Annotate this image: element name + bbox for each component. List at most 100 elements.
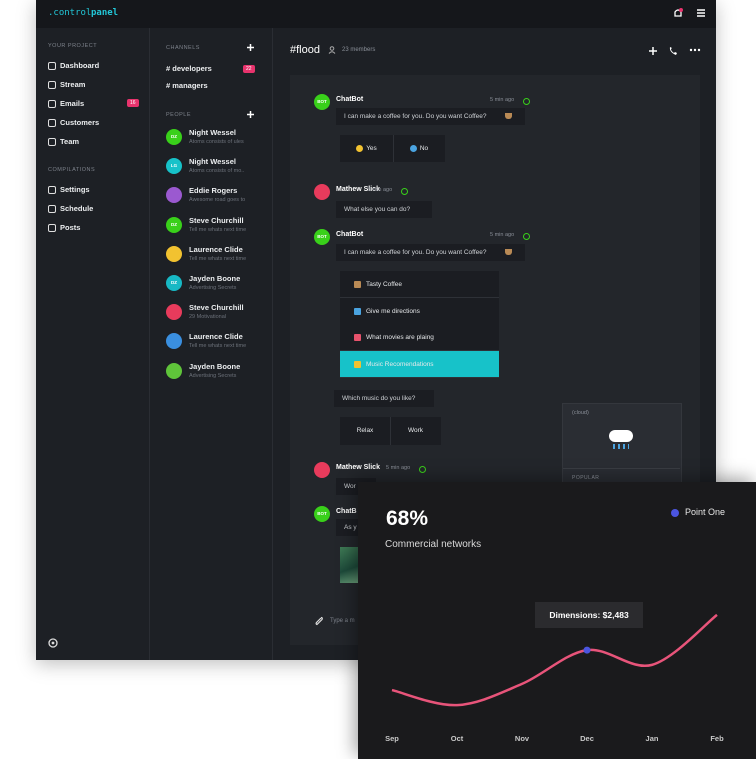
member-count: 23 members: [342, 47, 376, 53]
option[interactable]: [340, 271, 499, 298]
notification-icon[interactable]: [672, 7, 684, 19]
button-label: No: [419, 144, 429, 152]
avatar: [166, 187, 182, 204]
person-message: Awesome road goes to: [189, 197, 246, 204]
nav-item[interactable]: Settings: [60, 185, 90, 194]
check-icon: [523, 98, 530, 105]
message-bubble: [336, 244, 525, 261]
option-label[interactable]: Music Recomendations: [366, 360, 434, 368]
add-icon[interactable]: [648, 46, 658, 56]
time: 5 min ago: [368, 187, 393, 193]
avatar: LG: [166, 158, 182, 175]
message-bubble: [336, 201, 432, 218]
avatar: [314, 462, 330, 478]
line-chart: [391, 613, 718, 707]
cloud-icon: [609, 430, 633, 442]
author: ChatB: [336, 508, 357, 515]
nav-icon[interactable]: [48, 100, 56, 108]
person-name[interactable]: Laurence Clide: [189, 244, 243, 254]
nav-item[interactable]: Customers: [60, 118, 100, 127]
nav-item[interactable]: Posts: [60, 223, 81, 232]
person-name[interactable]: Jayden Boone: [189, 361, 241, 371]
members-icon: [328, 46, 336, 54]
message-text: What else you can do?: [344, 206, 411, 213]
button[interactable]: No: [393, 135, 445, 162]
avatar: [314, 184, 330, 200]
legend-marker: [671, 509, 679, 517]
nav-icon[interactable]: [48, 138, 56, 146]
nav-icon[interactable]: [48, 81, 56, 89]
button[interactable]: Work: [390, 417, 441, 445]
time: 5 min ago: [490, 97, 515, 103]
option-label[interactable]: Tasty Coffee: [366, 281, 403, 288]
author: ChatBot: [336, 96, 364, 103]
message-bubble: [334, 390, 434, 407]
data-point: [583, 646, 591, 654]
channels-title: CHANNELS: [166, 45, 200, 51]
author: Mathew Slick: [336, 464, 380, 471]
add-channel-icon[interactable]: [246, 43, 255, 52]
option-icon: [354, 334, 361, 341]
option-label[interactable]: Give me directions: [366, 307, 420, 315]
avatar: [166, 304, 182, 321]
nav-item[interactable]: Schedule: [60, 204, 94, 213]
channel[interactable]: # managers: [166, 81, 208, 90]
avatar: BOT: [314, 229, 330, 245]
nav-item[interactable]: Stream: [60, 80, 86, 89]
nav-item[interactable]: Dashboard: [60, 61, 100, 70]
person-name[interactable]: Night Wessel: [189, 157, 236, 167]
nav-icon[interactable]: [48, 224, 56, 232]
nav-item[interactable]: Team: [60, 137, 80, 146]
person-message: 29 Motivational: [189, 314, 226, 321]
person-name[interactable]: Eddie Rogers: [189, 186, 238, 196]
option[interactable]: [340, 350, 499, 378]
chart-subtitle: Commercial networks: [385, 539, 482, 550]
settings-icon[interactable]: [47, 637, 59, 649]
check-icon: [523, 233, 530, 240]
menu-icon[interactable]: [696, 8, 706, 18]
call-icon[interactable]: [668, 46, 678, 56]
input-placeholder[interactable]: Type a m: [330, 618, 355, 624]
author: Mathew Slick: [336, 186, 380, 193]
people-title: PEOPLE: [166, 112, 192, 118]
option-icon: [354, 281, 361, 288]
nav-icon[interactable]: [48, 205, 56, 213]
x-tick-label: Sep: [385, 734, 399, 743]
check-icon: [401, 188, 408, 195]
emoji-icon: [409, 145, 417, 152]
logo-prefix: .control: [48, 8, 92, 18]
button-label: Relax: [356, 427, 374, 435]
avatar: [166, 333, 182, 350]
person-name[interactable]: Steve Churchill: [189, 303, 244, 313]
time: 5 min ago: [490, 232, 515, 238]
person-name[interactable]: Night Wessel: [189, 128, 236, 137]
x-tick-label: Jan: [645, 734, 659, 743]
channel[interactable]: # developers: [166, 64, 212, 73]
button[interactable]: Relax: [340, 417, 390, 445]
add-person-icon[interactable]: [246, 110, 255, 119]
check-icon: [419, 466, 426, 473]
person-name[interactable]: Laurence Clide: [189, 332, 243, 342]
chart-headline: 68%: [386, 507, 429, 530]
person-name[interactable]: Steve Churchill: [189, 215, 244, 225]
button-divider: [390, 417, 391, 445]
avatar: DZ: [166, 216, 182, 233]
rain-icon: [613, 444, 629, 449]
button-divider: [393, 135, 394, 162]
nav-icon[interactable]: [48, 186, 56, 194]
message-text: I can make a coffee for you. Do you want…: [344, 249, 487, 256]
more-icon[interactable]: [689, 47, 701, 53]
nav-item[interactable]: Emails: [60, 99, 85, 108]
coffee-icon: [505, 113, 512, 119]
person-name[interactable]: Jayden Boone: [189, 274, 241, 283]
channel-name: #flood: [290, 44, 320, 56]
nav-icon[interactable]: [48, 62, 56, 70]
attach-icon[interactable]: [314, 616, 324, 626]
button[interactable]: Yes: [340, 135, 393, 162]
avatar: DZ: [166, 275, 182, 291]
option-label[interactable]: What movies are plaing: [366, 334, 434, 341]
avatar: BOT: [314, 94, 330, 110]
legend-label: Point One: [685, 507, 726, 517]
author: ChatBot: [336, 231, 364, 238]
nav-icon[interactable]: [48, 119, 56, 127]
